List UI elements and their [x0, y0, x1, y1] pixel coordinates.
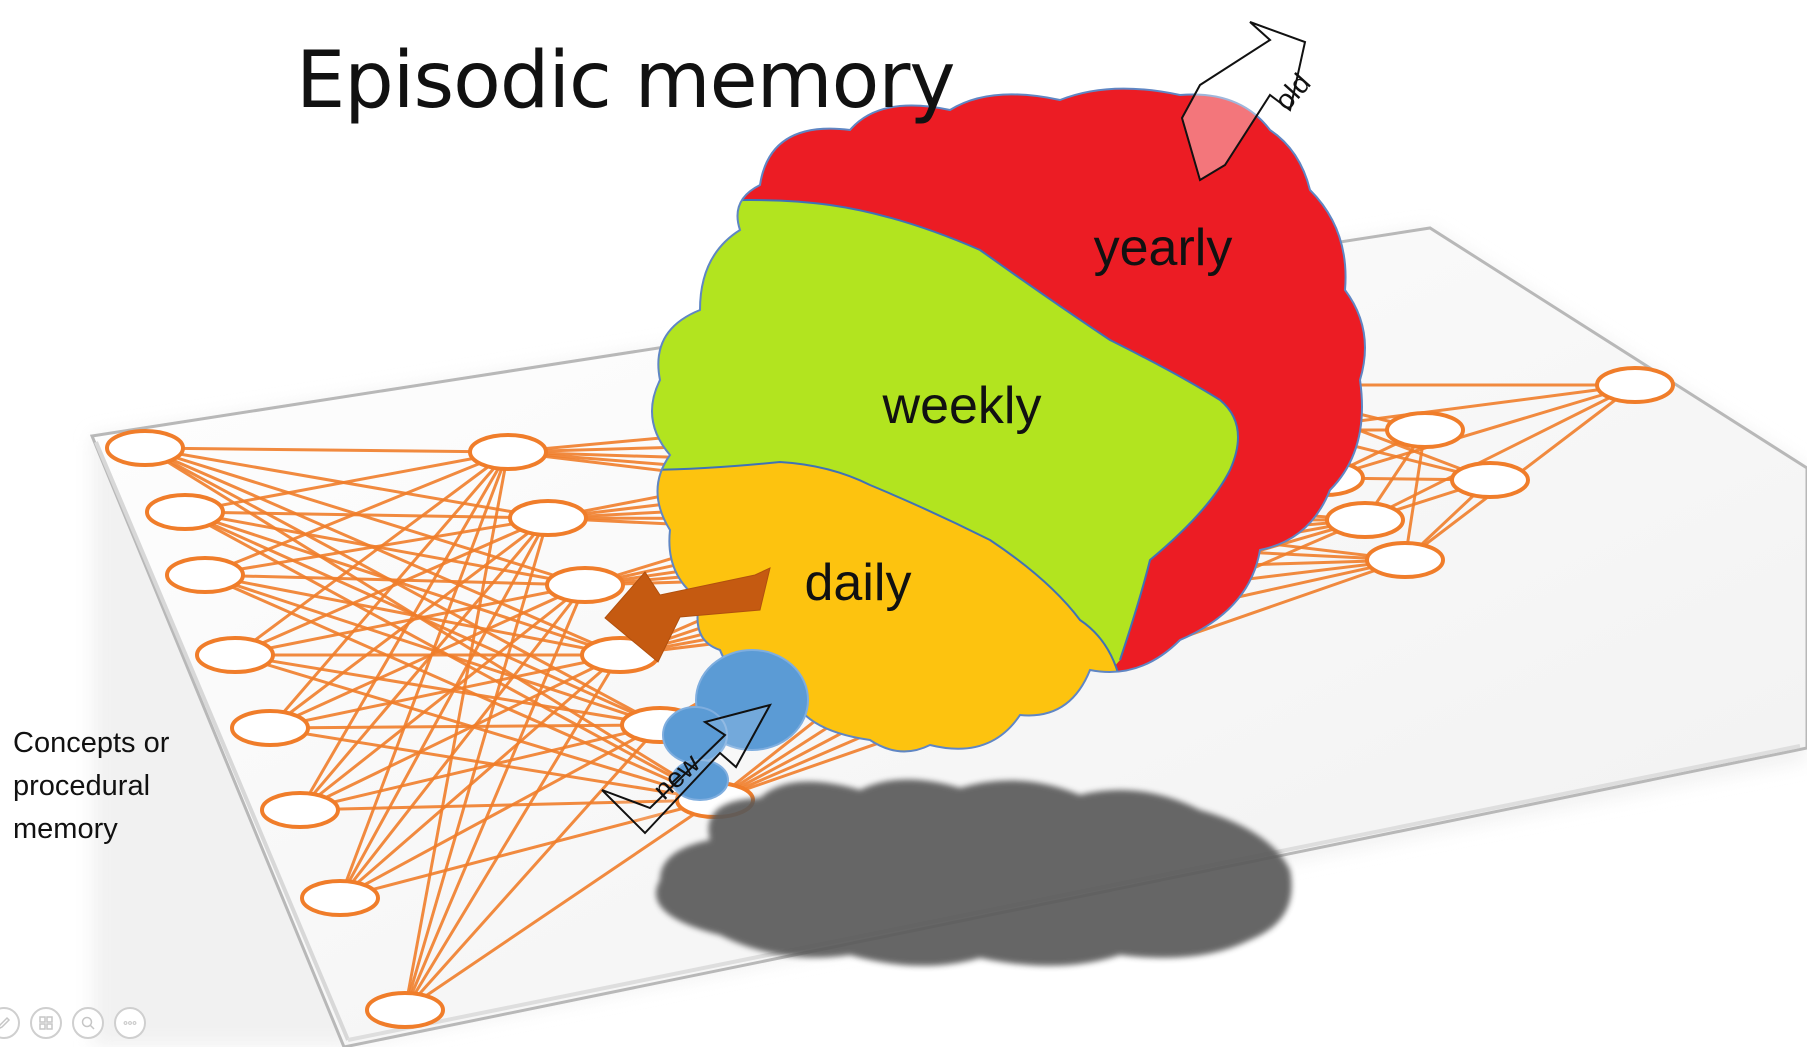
network-edge [339, 798, 716, 900]
network-node [300, 879, 380, 917]
network-node [165, 556, 245, 594]
network-node [1595, 366, 1675, 404]
network-node [260, 791, 340, 829]
concepts-label-line-1: Concepts or [13, 727, 170, 759]
more-icon[interactable] [114, 1007, 146, 1039]
network-edge [403, 451, 510, 1011]
region-label-weekly: weekly [882, 377, 1042, 435]
network-edge [338, 517, 550, 899]
network-edge [403, 517, 550, 1011]
network-edge [298, 517, 550, 811]
network-edge [184, 450, 509, 514]
network-edge [234, 450, 509, 657]
presentation-toolbar [0, 1007, 146, 1039]
network-edge [299, 583, 586, 812]
network-node [545, 566, 625, 604]
network-edge [338, 584, 587, 899]
network-edge [403, 654, 622, 1011]
network-node [1325, 501, 1405, 539]
concepts-label-line-3: memory [13, 813, 118, 845]
concepts-label: Concepts or procedural memory [13, 722, 223, 851]
region-label-yearly: yearly [1094, 219, 1233, 277]
network-edge [403, 723, 662, 1012]
network-edge [338, 451, 510, 899]
network-edge [269, 653, 621, 730]
network-edge [299, 798, 716, 812]
page-title: Episodic memory [296, 36, 956, 126]
zoom-icon[interactable] [72, 1007, 104, 1039]
network-node [468, 433, 548, 471]
network-node [145, 493, 225, 531]
network-node [1365, 541, 1445, 579]
network-node [365, 991, 445, 1029]
network-edge [268, 451, 510, 729]
network-edge [1403, 429, 1427, 561]
network-edge [204, 573, 586, 587]
cloud-shadow [656, 779, 1292, 966]
network-node [195, 636, 275, 674]
network-edge [144, 446, 716, 802]
network-edge [299, 653, 621, 812]
network-edge [1324, 383, 1636, 480]
network-edge [184, 510, 549, 520]
pen-icon[interactable] [0, 1007, 20, 1039]
network-edge [299, 723, 661, 812]
network-edge [204, 516, 549, 577]
network-edge [144, 446, 509, 454]
concepts-label-line-2: procedural [13, 770, 151, 802]
network-edge [204, 450, 509, 577]
network-edge [404, 798, 716, 1012]
network-node [1385, 411, 1465, 449]
network-node [230, 709, 310, 747]
network-edge [298, 451, 510, 811]
region-label-daily: daily [805, 554, 912, 612]
slides-icon[interactable] [30, 1007, 62, 1039]
network-node [1450, 461, 1530, 499]
network-node [508, 499, 588, 537]
network-node [105, 429, 185, 467]
network-edge [269, 583, 586, 730]
recall-arrow [604, 567, 771, 663]
network-edge [339, 653, 621, 900]
network-edge [403, 584, 587, 1011]
network-edge [1364, 383, 1636, 522]
network-edge [269, 723, 661, 730]
network-edge [339, 723, 661, 900]
